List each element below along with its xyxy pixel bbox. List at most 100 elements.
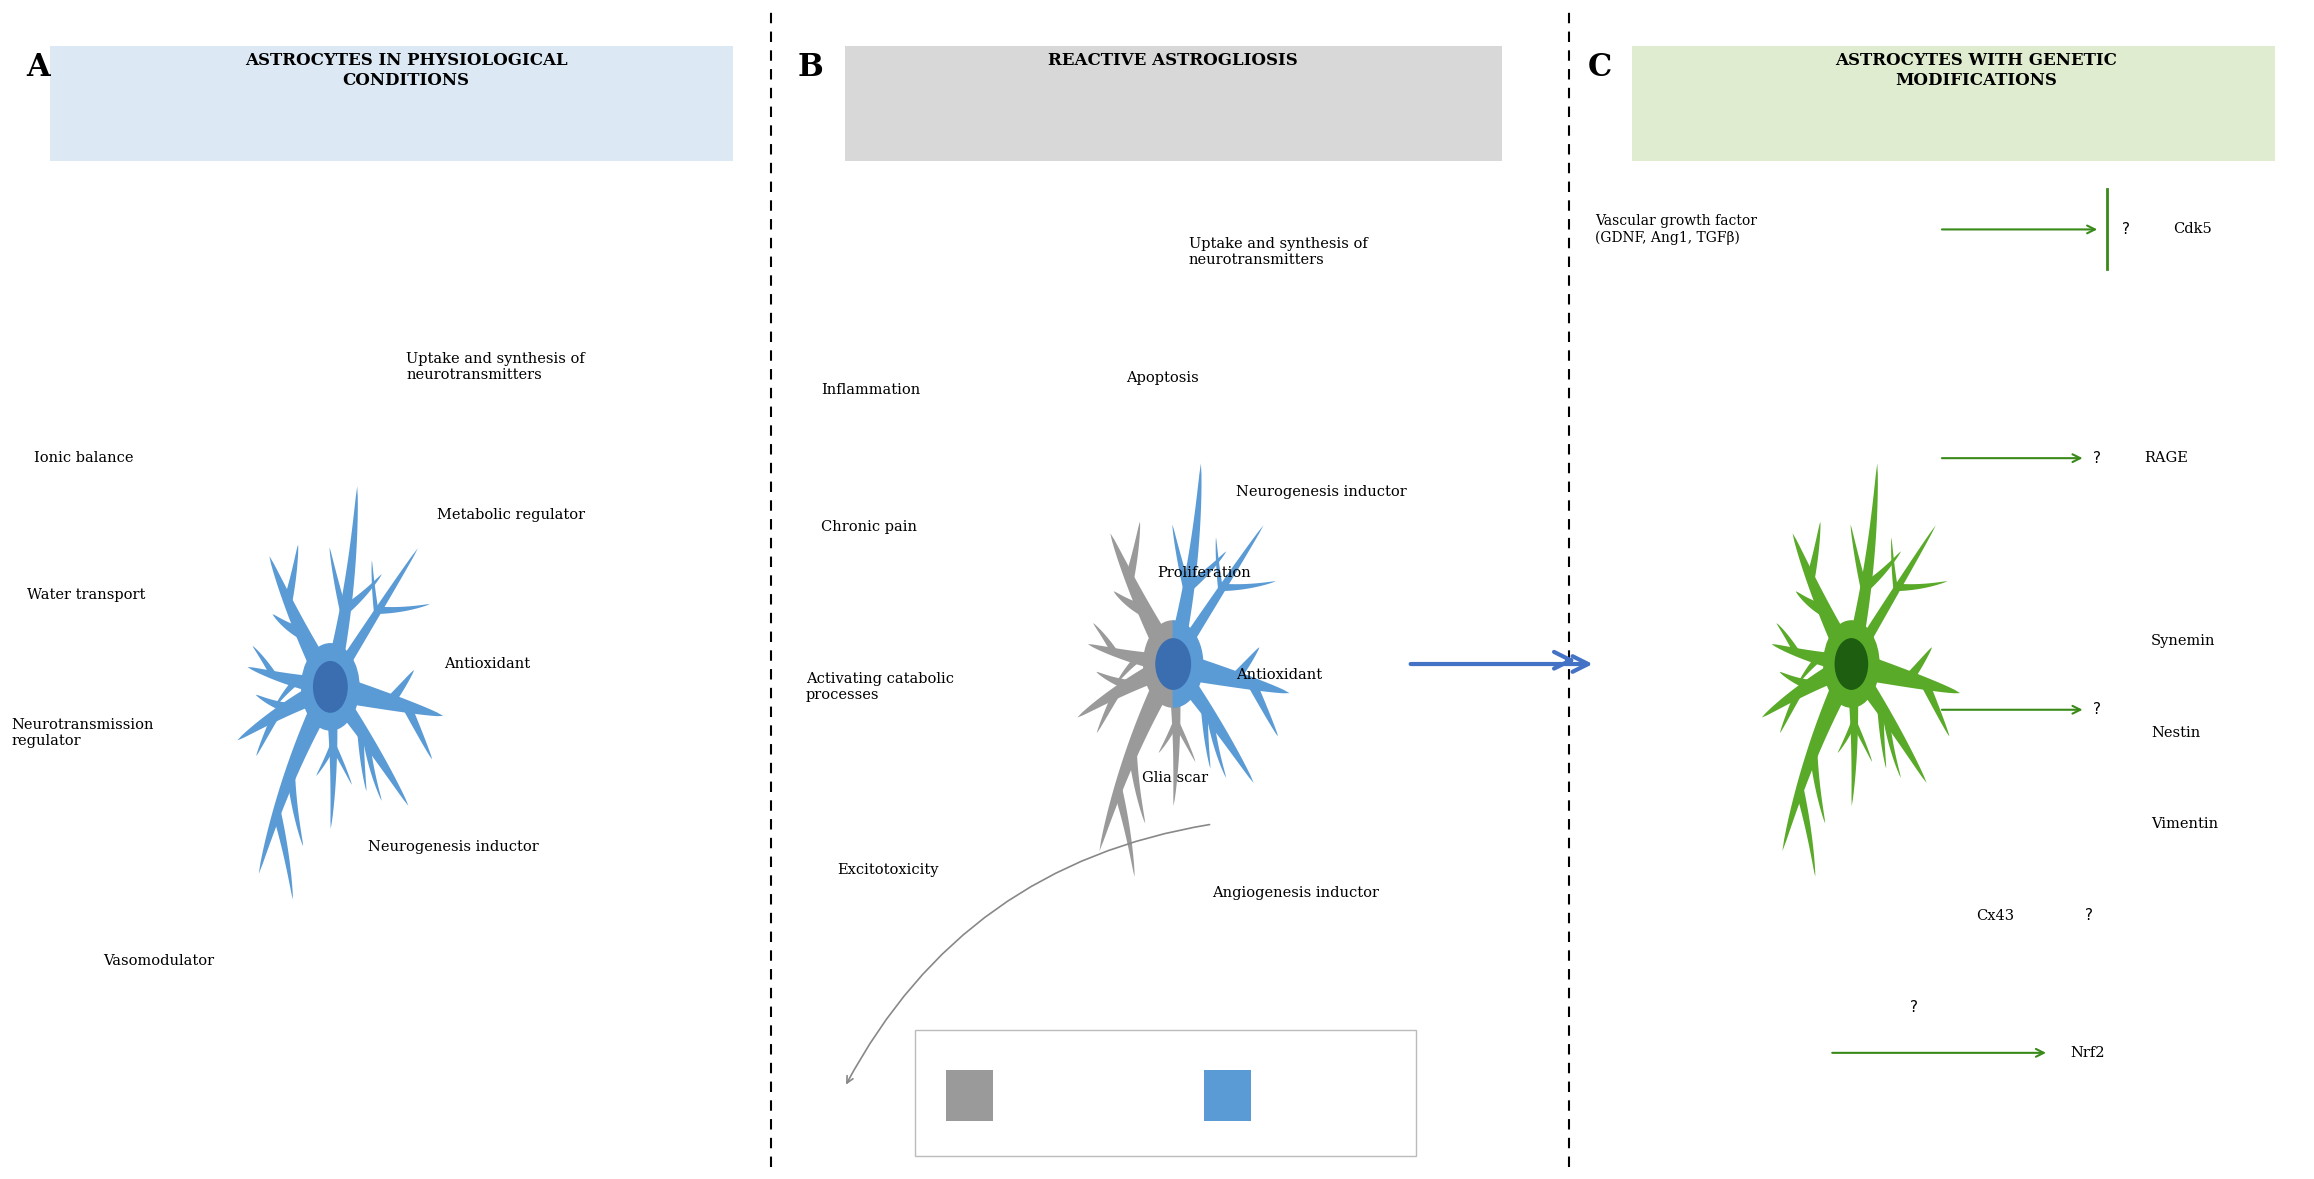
Text: REACTIVE ASTROGLIOSIS: REACTIVE ASTROGLIOSIS: [1048, 52, 1298, 70]
Text: Uptake and synthesis of
neurotransmitters: Uptake and synthesis of neurotransmitter…: [407, 351, 585, 382]
Polygon shape: [257, 712, 278, 756]
Text: Neurogenesis inductor: Neurogenesis inductor: [368, 839, 539, 854]
Polygon shape: [1097, 689, 1120, 733]
Polygon shape: [1143, 621, 1173, 707]
Polygon shape: [373, 560, 379, 614]
Polygon shape: [1849, 650, 1960, 693]
Text: Water transport: Water transport: [28, 588, 146, 602]
Polygon shape: [326, 678, 410, 806]
Polygon shape: [285, 545, 299, 604]
Polygon shape: [257, 694, 289, 713]
Polygon shape: [1773, 644, 1851, 673]
Text: ?: ?: [2085, 908, 2094, 923]
Polygon shape: [1851, 525, 1867, 594]
Text: Neurogenesis inductor: Neurogenesis inductor: [1236, 486, 1407, 500]
Text: Metabolic regulator: Metabolic regulator: [437, 508, 585, 522]
Polygon shape: [1807, 522, 1821, 581]
Polygon shape: [1173, 525, 1192, 594]
Polygon shape: [1865, 552, 1902, 592]
FancyBboxPatch shape: [914, 1030, 1416, 1155]
Polygon shape: [1171, 650, 1289, 693]
Text: Activating catabolic
processes: Activating catabolic processes: [805, 672, 953, 702]
Polygon shape: [329, 547, 347, 618]
Polygon shape: [1173, 720, 1196, 762]
Text: ASTROCYTES WITH GENETIC
MODIFICATIONS: ASTROCYTES WITH GENETIC MODIFICATIONS: [1835, 52, 2117, 88]
FancyBboxPatch shape: [1631, 46, 2275, 160]
Text: Synemin: Synemin: [2152, 634, 2217, 648]
Text: Antioxidant: Antioxidant: [1236, 668, 1321, 683]
Text: RAGE: RAGE: [2143, 452, 2187, 466]
Polygon shape: [238, 676, 333, 740]
Polygon shape: [345, 574, 382, 614]
Polygon shape: [326, 548, 419, 692]
Text: ?: ?: [1909, 1000, 1918, 1015]
Text: Neurotransmission
regulator: Neurotransmission regulator: [12, 718, 155, 747]
Polygon shape: [1796, 592, 1826, 617]
Polygon shape: [1166, 663, 1180, 806]
Text: B: B: [798, 52, 824, 84]
Polygon shape: [1847, 526, 1937, 670]
Polygon shape: [1222, 581, 1275, 591]
Polygon shape: [1877, 706, 1886, 769]
Polygon shape: [273, 678, 299, 707]
Polygon shape: [317, 742, 336, 776]
Polygon shape: [268, 556, 338, 696]
Polygon shape: [1761, 653, 1854, 718]
Text: Neuroprotection: Neuroprotection: [1268, 1088, 1391, 1102]
Polygon shape: [1129, 750, 1145, 823]
Polygon shape: [331, 743, 352, 785]
Text: Vasomodulator: Vasomodulator: [102, 954, 213, 968]
Polygon shape: [324, 486, 359, 691]
Circle shape: [1823, 621, 1879, 707]
Polygon shape: [273, 810, 294, 900]
Text: ASTROCYTES IN PHYSIOLOGICAL
CONDITIONS: ASTROCYTES IN PHYSIOLOGICAL CONDITIONS: [245, 52, 567, 88]
Text: Apoptosis: Apoptosis: [1127, 371, 1199, 386]
Polygon shape: [273, 614, 303, 640]
Polygon shape: [1115, 654, 1141, 685]
Polygon shape: [1078, 653, 1176, 718]
Polygon shape: [1884, 713, 1900, 778]
Polygon shape: [1125, 522, 1141, 581]
Text: Proliferation: Proliferation: [1157, 566, 1252, 580]
Polygon shape: [329, 673, 444, 716]
FancyBboxPatch shape: [49, 46, 734, 160]
Polygon shape: [1201, 706, 1210, 769]
Text: Excitotoxicity: Excitotoxicity: [838, 863, 939, 877]
Polygon shape: [1169, 656, 1254, 783]
FancyBboxPatch shape: [946, 1071, 993, 1121]
Polygon shape: [1779, 689, 1800, 733]
Polygon shape: [1215, 538, 1224, 592]
Polygon shape: [252, 646, 275, 678]
Text: Angiogenesis inductor: Angiogenesis inductor: [1213, 885, 1379, 900]
Polygon shape: [1113, 788, 1134, 877]
Polygon shape: [1907, 647, 1932, 684]
Text: Nrf2: Nrf2: [2071, 1046, 2106, 1060]
Polygon shape: [324, 686, 338, 829]
Text: C: C: [1587, 52, 1613, 84]
Text: Ionic balance: Ionic balance: [35, 452, 134, 466]
Text: Inflammation: Inflammation: [821, 382, 921, 396]
Text: .: .: [1148, 1095, 1152, 1114]
Polygon shape: [1159, 719, 1178, 753]
Polygon shape: [1851, 720, 1872, 762]
Text: Vascular growth factor
(GDNF, Ang1, TGFβ): Vascular growth factor (GDNF, Ang1, TGFβ…: [1594, 215, 1756, 245]
Polygon shape: [1782, 656, 1858, 851]
Text: Nestin: Nestin: [2152, 725, 2201, 739]
Text: Uptake and synthesis of
neurotransmitters: Uptake and synthesis of neurotransmitter…: [1189, 237, 1368, 268]
Text: ?: ?: [2092, 703, 2101, 717]
Circle shape: [1157, 639, 1189, 690]
Text: A: A: [28, 52, 51, 84]
Polygon shape: [363, 737, 382, 801]
Polygon shape: [403, 703, 433, 759]
Text: Antioxidant: Antioxidant: [444, 657, 530, 671]
Text: Cell death: Cell death: [1009, 1088, 1085, 1102]
Circle shape: [315, 661, 347, 712]
Polygon shape: [1891, 538, 1897, 592]
Polygon shape: [1097, 672, 1129, 691]
Polygon shape: [1793, 533, 1858, 673]
Polygon shape: [1173, 621, 1203, 707]
Polygon shape: [1088, 644, 1173, 673]
Polygon shape: [1810, 750, 1826, 823]
Text: Vimentin: Vimentin: [2152, 817, 2219, 831]
Polygon shape: [1897, 581, 1948, 591]
